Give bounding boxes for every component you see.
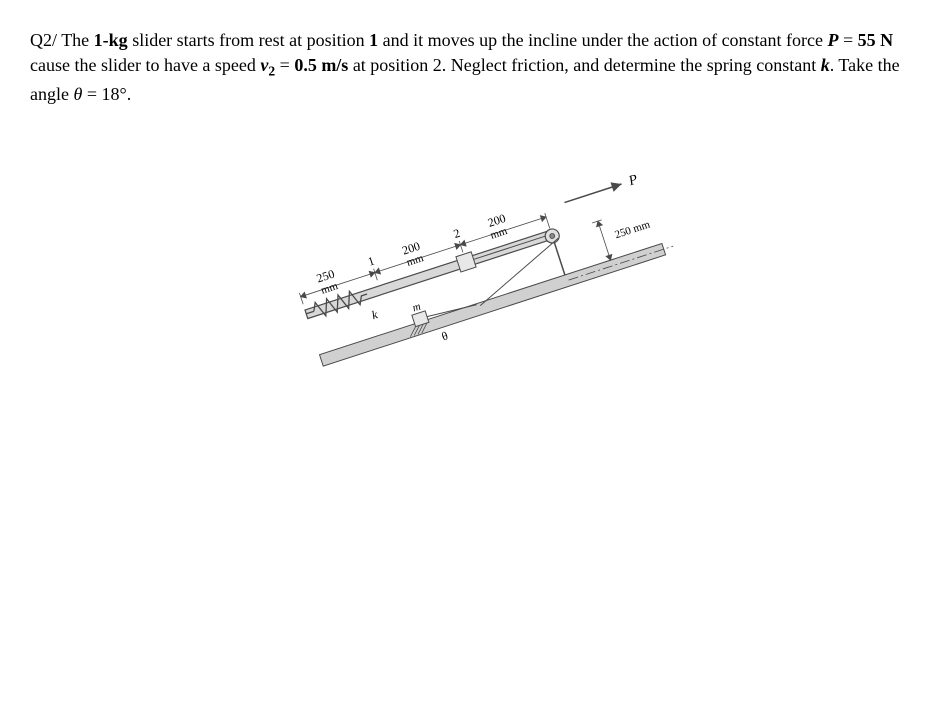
text: cause the slider to have a speed — [30, 55, 260, 75]
force-P-label: P — [626, 172, 640, 189]
mass-m-label: m — [411, 300, 422, 314]
position-1-label: 1 — [366, 254, 376, 269]
physics-diagram: 250 mm 1 200 mm 2 200 mm 250 mm P k m — [285, 160, 685, 420]
angle-value: 18° — [101, 84, 126, 104]
position-1: 1 — [369, 30, 378, 50]
text: The — [61, 30, 93, 50]
text: slider starts from rest at position — [128, 30, 369, 50]
spring-k-label: k — [370, 307, 380, 322]
mass-value: 1-kg — [94, 30, 128, 50]
velocity-value: 0.5 m/s — [294, 55, 348, 75]
equals: = — [82, 84, 101, 104]
dim-250-right: 250 mm — [613, 218, 652, 241]
force-variable: P — [828, 30, 839, 50]
equals: = — [839, 30, 858, 50]
diagram-svg: 250 mm 1 200 mm 2 200 mm 250 mm P k m — [285, 160, 685, 420]
period: . — [127, 84, 132, 104]
position-2-label: 2 — [452, 226, 462, 241]
spring-constant-variable: k — [821, 55, 830, 75]
text: and it moves up the incline under the ac… — [378, 30, 827, 50]
question-label: Q2/ — [30, 30, 57, 50]
equals: = — [275, 55, 294, 75]
problem-statement: Q2/ The 1-kg slider starts from rest at … — [30, 28, 906, 107]
angle-theta-label: θ — [440, 328, 450, 343]
force-value: 55 N — [858, 30, 894, 50]
text: at position 2. Neglect friction, and det… — [348, 55, 820, 75]
angle-variable: θ — [73, 84, 82, 104]
